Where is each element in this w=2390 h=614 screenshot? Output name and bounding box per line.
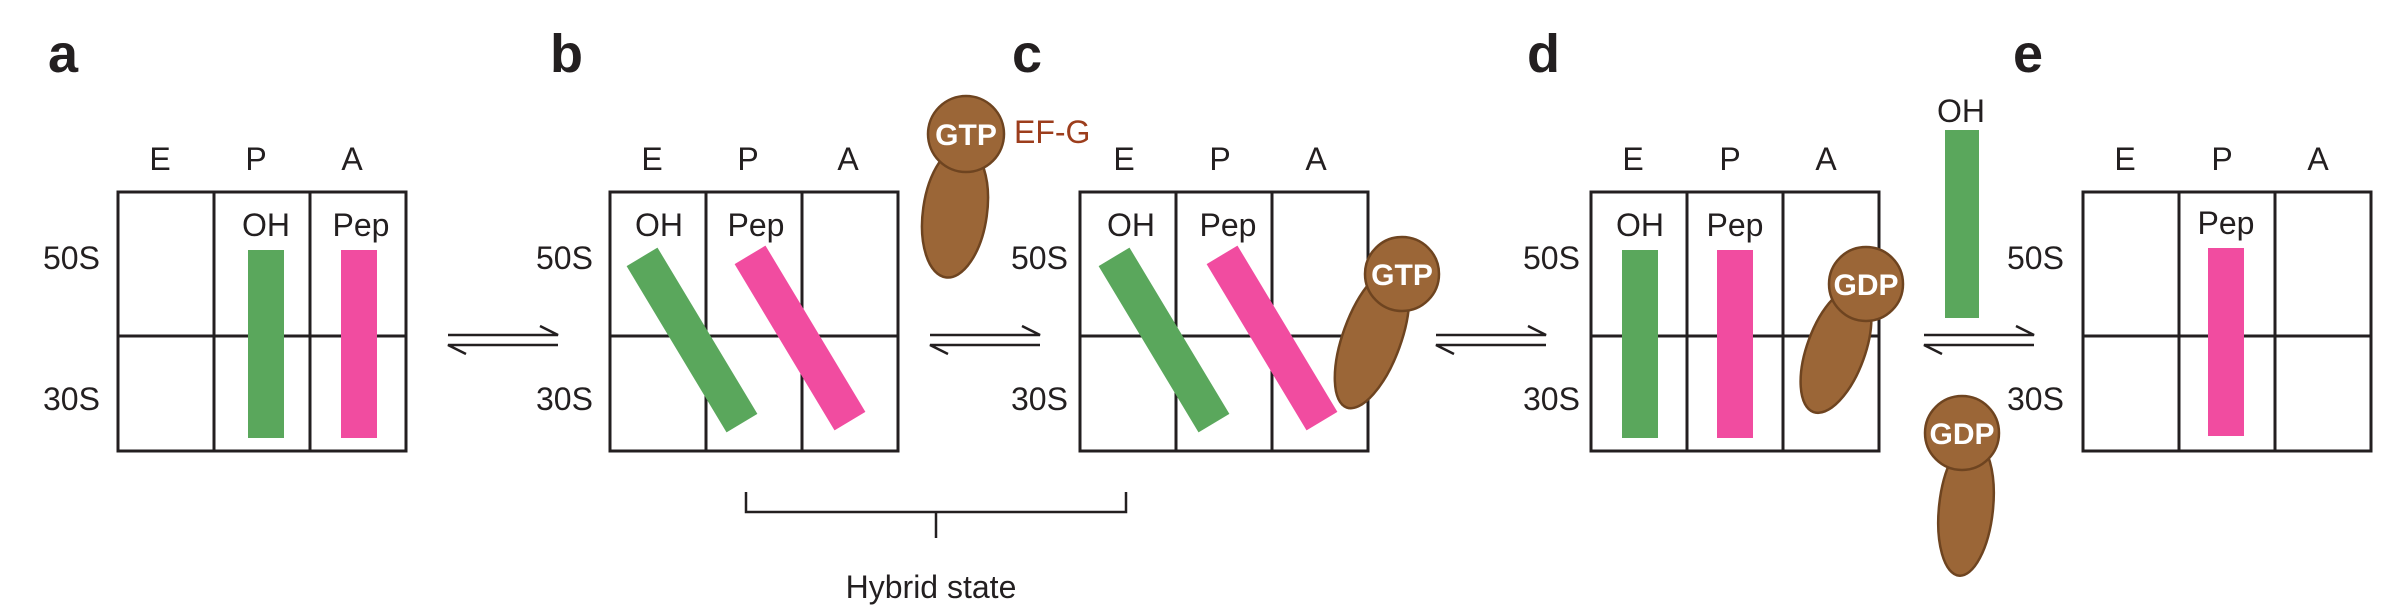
site-label-p: P [1719, 141, 1740, 177]
subunit-label-50s: 50S [1011, 240, 1068, 276]
gdp-label: GDP [1833, 269, 1898, 302]
site-label-a: A [1815, 141, 1837, 177]
site-label-p: P [245, 141, 266, 177]
panel-letter-e: e [2013, 24, 2043, 84]
equilibrium-arrow [1923, 324, 2035, 356]
gdp-label: GDP [1929, 418, 1994, 451]
equilibrium-arrow [1435, 324, 1547, 356]
subunit-label-30s: 30S [2007, 381, 2064, 417]
ef-g-g-domain [1827, 245, 1905, 323]
equilibrium-arrow [929, 324, 1041, 356]
trna-label-oh: OH [1937, 93, 1985, 129]
site-label-p: P [2211, 141, 2232, 177]
trna-label-pep: Pep [333, 207, 390, 243]
subunit-label-50s: 50S [1523, 240, 1580, 276]
ef-g-g-domain [1363, 235, 1441, 313]
deacylated-trna [626, 247, 758, 433]
trna-label-oh: OH [1616, 207, 1664, 243]
deacylated-trna [1098, 247, 1230, 433]
ef-g-g-domain [1923, 394, 2001, 472]
trna-label-pep: Pep [1200, 207, 1257, 243]
subunit-label-50s: 50S [43, 240, 100, 276]
site-label-e: E [641, 141, 662, 177]
trna-label-oh: OH [635, 207, 683, 243]
hybrid-state-bracket: Hybrid state [744, 492, 1128, 605]
site-label-e: E [2114, 141, 2135, 177]
ef-g-gtp-free: GTP EF-G [920, 94, 1090, 279]
panel-letter-a: a [48, 24, 79, 84]
site-label-e: E [149, 141, 170, 177]
site-label-a: A [837, 141, 859, 177]
deacylated-trna [248, 250, 284, 438]
site-label-e: E [1622, 141, 1643, 177]
deacylated-trna [1622, 250, 1658, 438]
ribosome-grid [2081, 190, 2373, 453]
panel-c: c E P A 50S 30S OH Pep GTP [1011, 24, 1441, 453]
trna-label-oh: OH [242, 207, 290, 243]
trna-label-pep: Pep [1707, 207, 1764, 243]
site-label-a: A [341, 141, 363, 177]
trna-label-pep: Pep [2198, 205, 2255, 241]
panel-e: e E P A 50S 30S Pep [2007, 24, 2373, 453]
subunit-label-30s: 30S [1011, 381, 1068, 417]
trna-label-pep: Pep [728, 207, 785, 243]
ribosome-grid [1589, 190, 1881, 453]
panel-b: b E P A 50S 30S OH Pep [536, 24, 900, 453]
subunit-label-30s: 30S [1523, 381, 1580, 417]
gtp-label: GTP [1371, 259, 1433, 292]
panel-letter-c: c [1012, 24, 1042, 84]
panel-d: d E P A 50S 30S OH Pep GDP [1523, 24, 1905, 453]
peptidyl-trna [341, 250, 377, 438]
trna-label-oh: OH [1107, 207, 1155, 243]
site-label-p: P [1209, 141, 1230, 177]
site-label-e: E [1113, 141, 1134, 177]
peptidyl-trna [734, 245, 866, 431]
ef-g-g-domain [926, 94, 1006, 174]
ef-g-label: EF-G [1014, 114, 1090, 150]
gtp-label: GTP [935, 119, 997, 152]
subunit-label-50s: 50S [2007, 240, 2064, 276]
ribosome-grid [116, 190, 408, 453]
ribosome-grid [608, 190, 900, 453]
panel-a: a E P A 50S 30S OH Pep [43, 24, 408, 453]
equilibrium-arrow [447, 324, 559, 356]
panel-letter-b: b [550, 24, 583, 84]
deacylated-trna [1945, 130, 1979, 318]
peptidyl-trna [2208, 248, 2244, 436]
site-label-p: P [737, 141, 758, 177]
released-trna: OH [1937, 93, 1985, 318]
site-label-a: A [2307, 141, 2329, 177]
peptidyl-trna [1717, 250, 1753, 438]
subunit-label-30s: 30S [536, 381, 593, 417]
subunit-label-30s: 30S [43, 381, 100, 417]
subunit-label-50s: 50S [536, 240, 593, 276]
ef-g-gdp-free: GDP [1923, 394, 2001, 577]
peptidyl-trna [1206, 245, 1338, 431]
panel-letter-d: d [1527, 24, 1560, 84]
site-label-a: A [1305, 141, 1327, 177]
hybrid-state-label: Hybrid state [846, 569, 1017, 605]
